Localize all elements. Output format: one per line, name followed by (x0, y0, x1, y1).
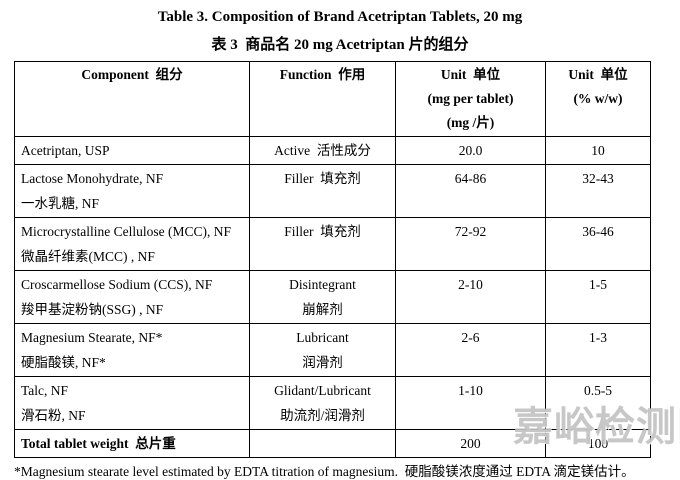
header-unit-pct: Unit 单位 (% w/w) (545, 61, 651, 137)
pct-value: 0.5-5 (583, 383, 613, 398)
cell-mg-per-tablet: 64-86 (395, 164, 546, 218)
header-unit-pct-line1: Unit 单位 (568, 67, 628, 82)
mg-value: 2-10 (458, 277, 483, 292)
cell-component: Croscarmellose Sodium (CCS), NF 羧甲基淀粉钠(S… (14, 270, 250, 324)
function-label-zh: 助流剂/润滑剂 (280, 408, 365, 423)
component-name-zh: 滑石粉, NF (21, 408, 86, 423)
mg-value: 20.0 (458, 143, 483, 158)
table-row-lactose: Lactose Monohydrate, NF 一水乳糖, NF Filler … (14, 164, 651, 218)
table-row-ccs: Croscarmellose Sodium (CCS), NF 羧甲基淀粉钠(S… (14, 270, 651, 324)
pct-value: 1-3 (589, 330, 607, 345)
component-name-zh: 一水乳糖, NF (21, 196, 100, 211)
total-label: Total tablet weight 总片重 (21, 436, 176, 451)
function-label: Filler 填充剂 (284, 171, 361, 186)
pct-value: 36-46 (582, 224, 614, 239)
cell-component: Talc, NF 滑石粉, NF (14, 376, 250, 430)
cell-function: Filler 填充剂 (249, 164, 396, 218)
header-function: Function 作用 (249, 61, 396, 137)
function-label: Disintegrant (289, 277, 356, 292)
header-component: Component 组分 (14, 61, 250, 137)
cell-function: Filler 填充剂 (249, 217, 396, 271)
table-row-acetriptan: Acetriptan, USP Active 活性成分 20.0 10 (14, 136, 651, 165)
mg-value: 72-92 (454, 224, 487, 239)
cell-mg-per-tablet: 1-10 (395, 376, 546, 430)
table-row-mcc: Microcrystalline Cellulose (MCC), NF 微晶纤… (14, 217, 651, 271)
function-label: Glidant/Lubricant (274, 383, 371, 398)
function-label: Active 活性成分 (274, 143, 371, 158)
header-unit-pct-line2: (% w/w) (573, 91, 623, 106)
pct-value: 10 (591, 143, 605, 158)
cell-component: Lactose Monohydrate, NF 一水乳糖, NF (14, 164, 250, 218)
header-unit-mg-line2: (mg per tablet) (427, 91, 514, 106)
cell-pct-ww: 0.5-5 (545, 376, 651, 430)
function-label: Filler 填充剂 (284, 224, 361, 239)
header-unit-mg: Unit 单位 (mg per tablet) (mg /片) (395, 61, 546, 137)
cell-function: Glidant/Lubricant 助流剂/润滑剂 (249, 376, 396, 430)
cell-function: Disintegrant 崩解剂 (249, 270, 396, 324)
composition-table: Component 组分 Function 作用 Unit 单位 (mg per… (14, 61, 651, 458)
cell-mg-per-tablet: 72-92 (395, 217, 546, 271)
header-component-label: Component 组分 (81, 67, 183, 82)
function-label-zh: 润滑剂 (302, 355, 343, 370)
component-name: Acetriptan, USP (21, 143, 110, 158)
document-page: { "title_en": "Table 3. Composition of B… (14, 9, 680, 479)
cell-pct-ww: 36-46 (545, 217, 651, 271)
table-row-talc: Talc, NF 滑石粉, NF Glidant/Lubricant 助流剂/润… (14, 376, 651, 430)
total-mg-value: 200 (460, 436, 481, 451)
table-title-zh: 表 3 商品名 20 mg Acetriptan 片的组分 (211, 37, 469, 53)
total-pct-value: 100 (587, 436, 609, 451)
cell-pct-ww: 10 (545, 136, 651, 165)
mg-value: 64-86 (454, 171, 487, 186)
component-name: Microcrystalline Cellulose (MCC), NF (21, 224, 231, 239)
component-name-zh: 羧甲基淀粉钠(SSG) , NF (21, 302, 164, 317)
function-label-zh: 崩解剂 (302, 302, 343, 317)
table-row-total: Total tablet weight 总片重 200 100 (14, 429, 651, 458)
cell-component: Acetriptan, USP (14, 136, 250, 165)
cell-mg-per-tablet: 2-10 (395, 270, 546, 324)
table-header-row: Component 组分 Function 作用 Unit 单位 (mg per… (14, 61, 651, 137)
cell-total-function-empty (249, 429, 396, 458)
component-name: Magnesium Stearate, NF* (21, 330, 163, 345)
cell-mg-per-tablet: 2-6 (395, 323, 546, 377)
component-name-zh: 微晶纤维素(MCC) , NF (21, 249, 155, 264)
cell-pct-ww: 1-3 (545, 323, 651, 377)
function-label: Lubricant (296, 330, 349, 345)
component-name-zh: 硬脂酸镁, NF* (21, 355, 106, 370)
table-row-magnesium-stearate: Magnesium Stearate, NF* 硬脂酸镁, NF* Lubric… (14, 323, 651, 377)
mg-value: 2-6 (461, 330, 480, 345)
cell-pct-ww: 32-43 (545, 164, 651, 218)
cell-total-mg: 200 (395, 429, 546, 458)
cell-component: Microcrystalline Cellulose (MCC), NF 微晶纤… (14, 217, 250, 271)
cell-component: Magnesium Stearate, NF* 硬脂酸镁, NF* (14, 323, 250, 377)
component-name: Croscarmellose Sodium (CCS), NF (21, 277, 213, 292)
cell-total-pct: 100 (545, 429, 651, 458)
mg-value: 1-10 (458, 383, 483, 398)
cell-function: Active 活性成分 (249, 136, 396, 165)
component-name: Talc, NF (21, 383, 69, 398)
pct-value: 1-5 (589, 277, 607, 292)
cell-total-label: Total tablet weight 总片重 (14, 429, 250, 458)
cell-mg-per-tablet: 20.0 (395, 136, 546, 165)
component-name: Lactose Monohydrate, NF (21, 171, 164, 186)
table-title-en: Table 3. Composition of Brand Acetriptan… (157, 9, 523, 25)
header-unit-mg-line3: (mg /片) (446, 115, 495, 130)
header-function-label: Function 作用 (279, 67, 366, 82)
cell-pct-ww: 1-5 (545, 270, 651, 324)
header-unit-mg-line1: Unit 单位 (440, 67, 501, 82)
pct-value: 32-43 (582, 171, 614, 186)
cell-function: Lubricant 润滑剂 (249, 323, 396, 377)
